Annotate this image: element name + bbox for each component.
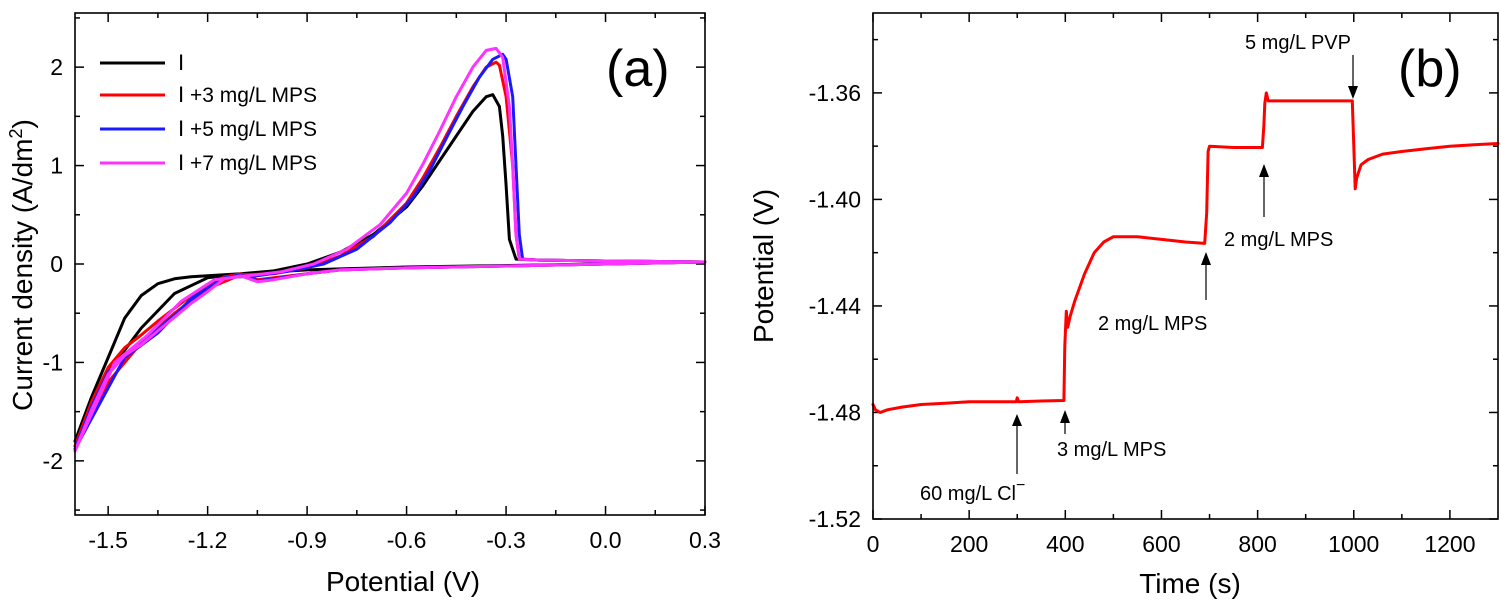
legend-label-2: Ⅰ +3 mg/L MPS xyxy=(178,84,317,107)
panel-b-x-axis-title: Time (s) xyxy=(1139,568,1241,599)
panel-a-y-axis-title: Current density (A/dm2) xyxy=(6,119,38,411)
annotation-cl-arrowhead xyxy=(1012,414,1022,426)
annotation-pvp-arrowhead xyxy=(1348,86,1358,99)
legend-label-1: Ⅰ xyxy=(178,52,184,75)
annotation-mps-2a-text: 2 mg/L MPS xyxy=(1098,313,1207,335)
panel-b-y-tick-label: -1.48 xyxy=(809,399,861,425)
panel-b-y-axis-title: Potential (V) xyxy=(748,189,779,343)
panel-a-y-tick-label: -2 xyxy=(43,448,63,474)
annotation-mps-2b-arrowhead xyxy=(1259,164,1269,177)
panel-b-x-tick-label: 800 xyxy=(1238,531,1276,557)
panel-b-x-tick-label: 1200 xyxy=(1424,531,1475,557)
panel-b-x-tick-label: 200 xyxy=(950,531,988,557)
annotation-mps-3-text: 3 mg/L MPS xyxy=(1057,439,1166,461)
panel-b: 0 200 400 600 800 1000 1200 -1.52 -1.48 -1.44 -1.4… xyxy=(748,12,1500,599)
annotation-pvp-text: 5 mg/L PVP xyxy=(1245,32,1351,54)
panel-a-x-tick-label: -0.9 xyxy=(287,527,327,553)
annotation-cl: 60 mg/L Cl− xyxy=(920,414,1025,505)
panel-b-y-tick-label: -1.40 xyxy=(809,186,861,212)
panel-b-x-tick-label: 1000 xyxy=(1328,531,1379,557)
panel-a-frame xyxy=(74,12,706,516)
panel-a-x-axis-title: Potential (V) xyxy=(326,566,480,597)
annotation-cl-text: 60 mg/L Cl− xyxy=(920,477,1025,505)
panel-a-curves xyxy=(73,46,707,453)
panel-b-label: (b) xyxy=(1398,40,1462,98)
panel-a-x-tick-label: -1.2 xyxy=(188,527,228,553)
panel-a-series-line-1 xyxy=(73,93,707,448)
panel-a-y-tick-label: 0 xyxy=(50,251,63,277)
panel-a-legend: Ⅰ Ⅰ +3 mg/L MPS Ⅰ +5 mg/L MPS Ⅰ +7 mg/L … xyxy=(100,52,317,175)
panel-a-y-tick-label: -1 xyxy=(43,349,63,375)
annotation-pvp: 5 mg/L PVP xyxy=(1245,32,1358,99)
legend-label-3: Ⅰ +5 mg/L MPS xyxy=(178,118,317,141)
panel-b-y-tick-label: -1.52 xyxy=(809,506,861,532)
legend-label-4: Ⅰ +7 mg/L MPS xyxy=(178,152,317,175)
panel-b-x-tick-label: 400 xyxy=(1046,531,1084,557)
annotation-mps-3-arrowhead xyxy=(1060,410,1070,423)
panel-a-label: (a) xyxy=(606,40,670,98)
panel-a-x-tick-label: -0.6 xyxy=(387,527,427,553)
panel-a-series-line-4 xyxy=(73,46,707,453)
panel-a-series-line-2 xyxy=(73,60,707,448)
annotation-mps-2b: 2 mg/L MPS xyxy=(1224,164,1333,251)
panel-a-x-tick-label: 0.3 xyxy=(689,527,721,553)
panel-b-series-line-1 xyxy=(871,91,1500,414)
annotation-mps-2b-text: 2 mg/L MPS xyxy=(1224,229,1333,251)
panel-b-x-tick-label: 0 xyxy=(867,531,880,557)
panel-b-frame xyxy=(872,12,1499,520)
panel-a-y-tick-label: 1 xyxy=(50,153,63,179)
panel-a-x-tick-label: -1.5 xyxy=(88,527,128,553)
panel-a-x-tick-label: -0.3 xyxy=(486,527,526,553)
panel-a-y-tick-label: 2 xyxy=(50,54,63,80)
panel-b-y-tick-label: -1.44 xyxy=(809,293,862,319)
panel-a-series-line-3 xyxy=(73,52,707,451)
panel-b-y-tick-label: -1.36 xyxy=(809,80,861,106)
panel-a-x-tick-label: 0.0 xyxy=(590,527,622,553)
panel-b-curves xyxy=(871,91,1500,414)
annotation-mps-2a-arrowhead xyxy=(1201,252,1211,265)
panel-b-x-tick-label: 600 xyxy=(1142,531,1180,557)
annotation-mps-2a: 2 mg/L MPS xyxy=(1098,252,1211,335)
annotation-mps-3: 3 mg/L MPS xyxy=(1057,410,1166,461)
panel-a: -1.5 -1.2 -0.9 -0.6 -0.3 0.0 0.3 -2 -1 0 1 2 Ⅰ Ⅰ +3… xyxy=(6,12,721,597)
